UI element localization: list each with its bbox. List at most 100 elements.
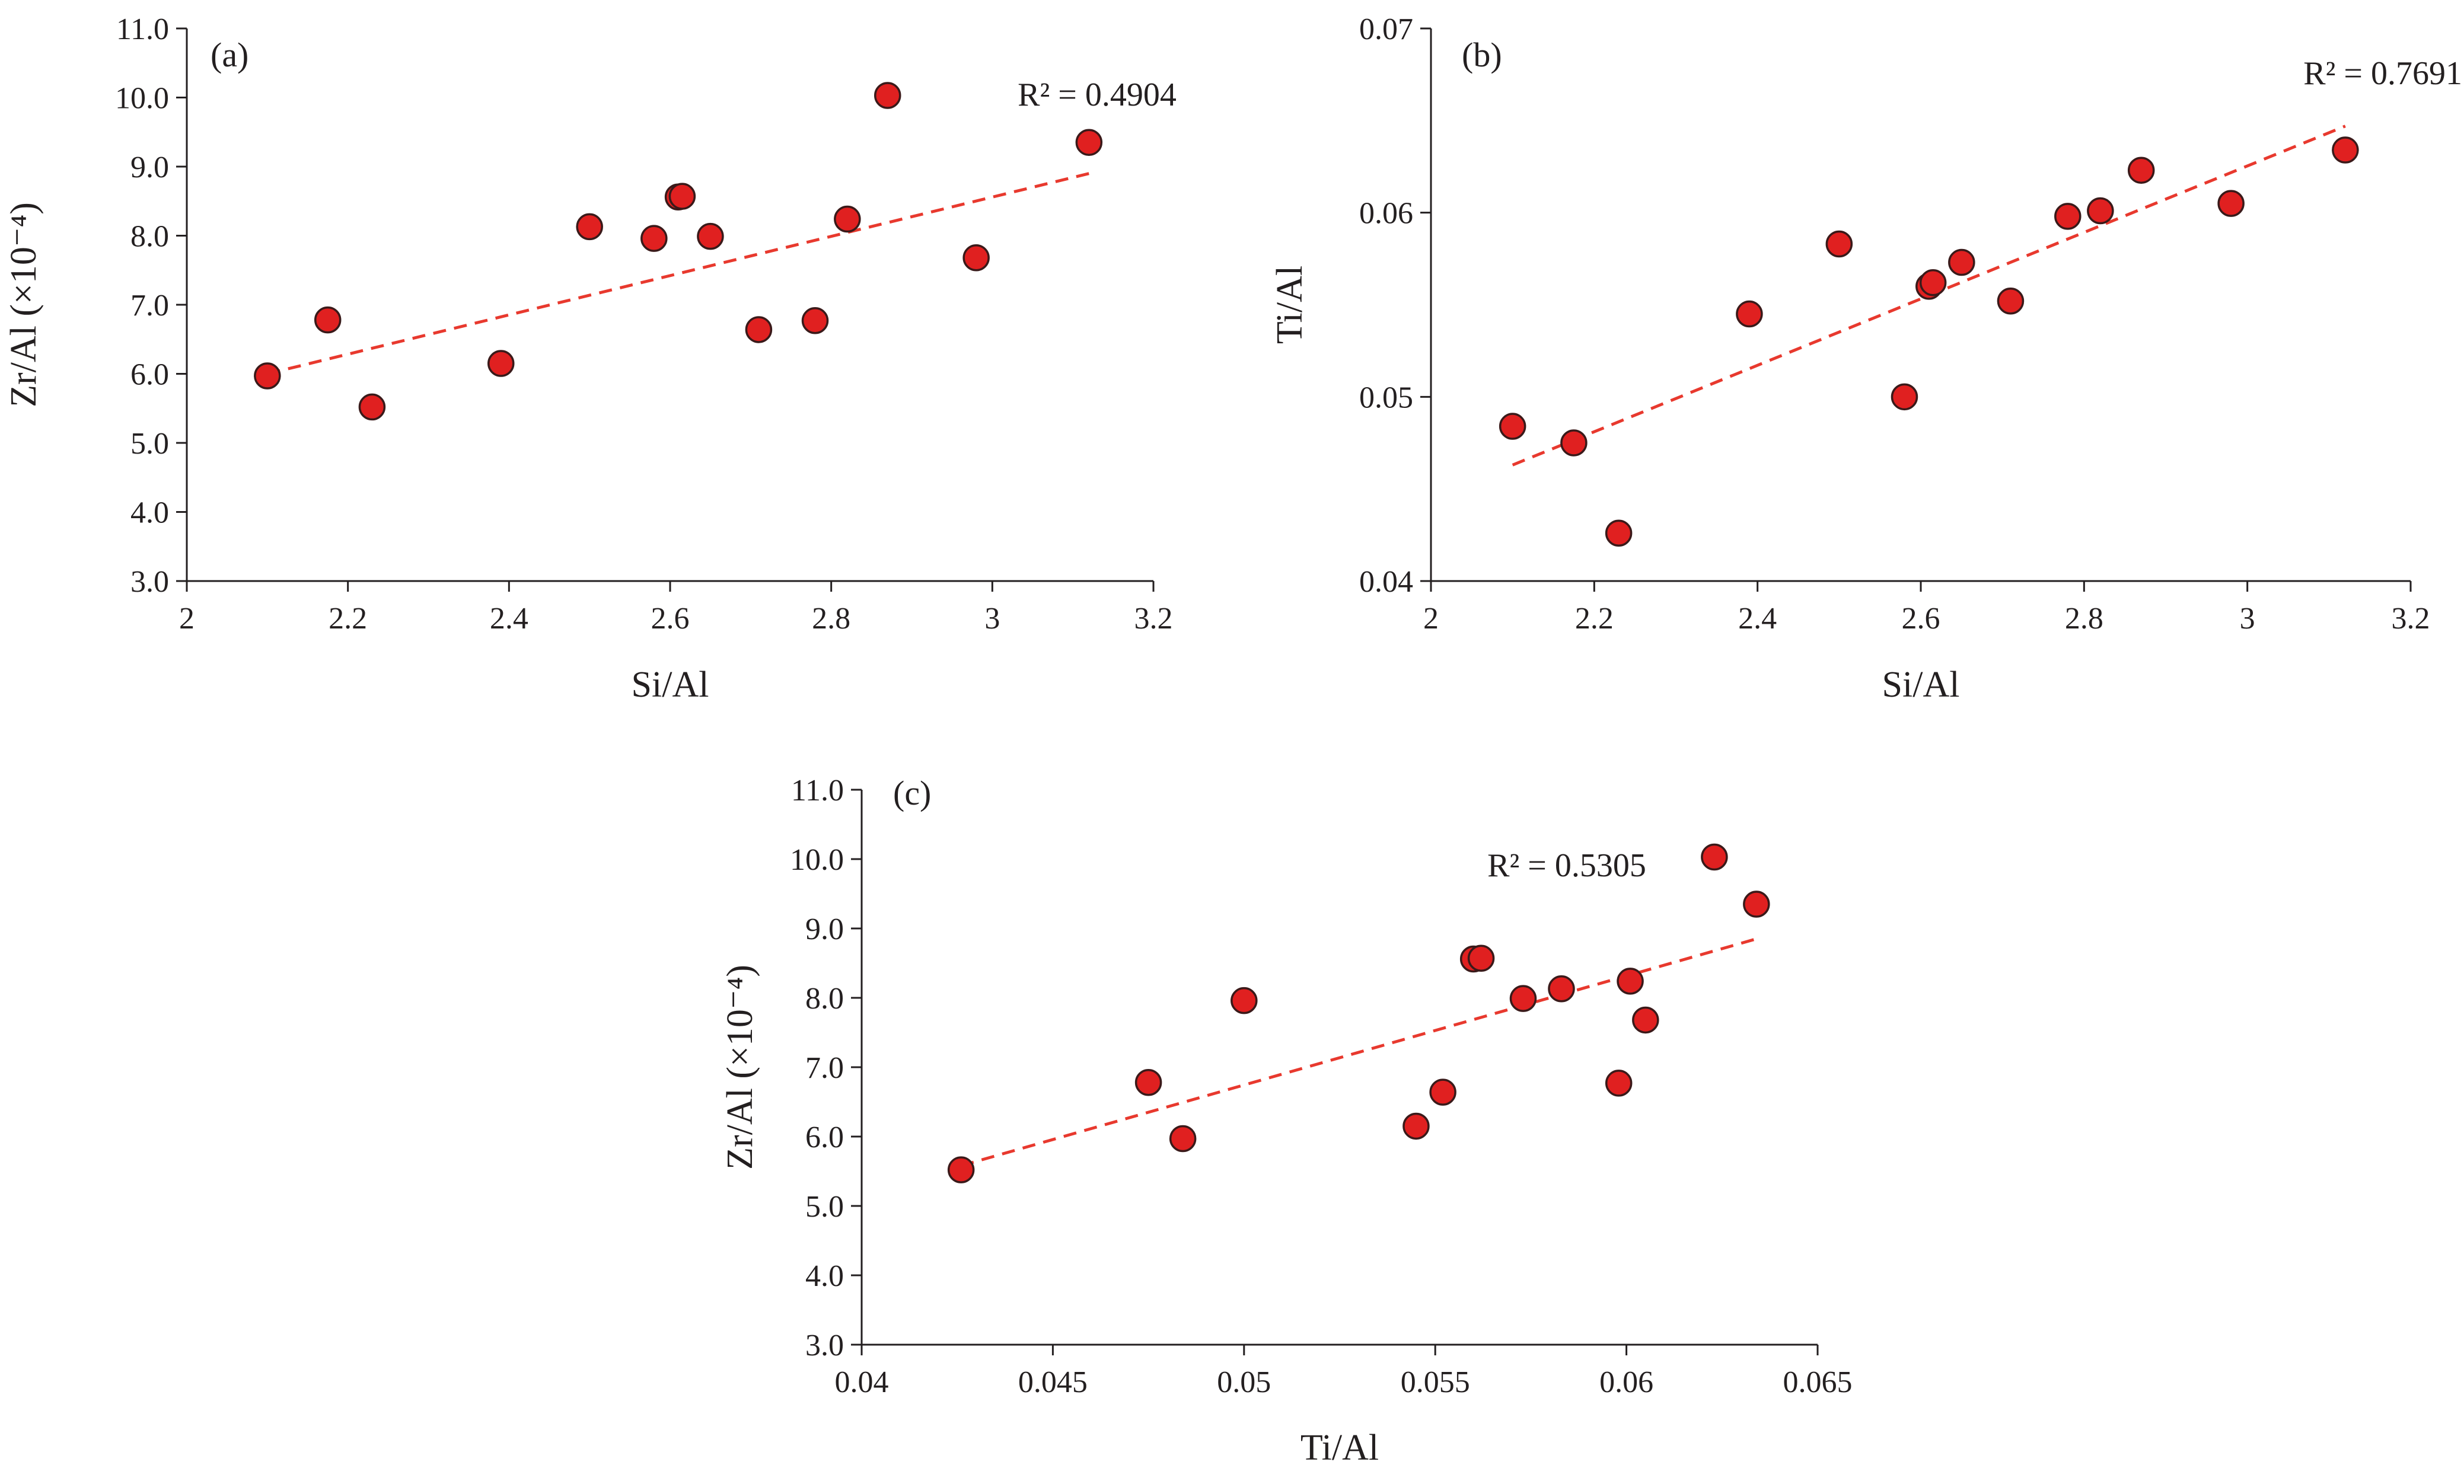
- r-squared-label: R² = 0.7691: [2303, 55, 2462, 92]
- data-point: [1891, 383, 1918, 411]
- x-tick-label: 2.6: [651, 602, 690, 636]
- data-point: [874, 82, 901, 109]
- y-axis-title: Zr/Al (×10⁻⁴): [4, 202, 44, 407]
- y-tick-label: 0.04: [1359, 565, 1413, 599]
- data-point: [2332, 136, 2359, 164]
- y-tick-label: 0.05: [1359, 381, 1413, 414]
- data-point: [697, 222, 724, 250]
- data-point: [1632, 1006, 1659, 1034]
- panel-b: 0.04 0.05 0.06 0.07 2 2.2 2.4 2.6 2.8 3 3.2 Si/Al Ti…: [1270, 12, 2462, 705]
- y-tick-label: 11.0: [116, 12, 169, 46]
- y-tick-label: 10.0: [115, 82, 169, 116]
- y-tick-label: 8.0: [130, 220, 169, 254]
- trendline: [267, 172, 1089, 375]
- data-point: [1402, 1112, 1430, 1140]
- y-tick-label: 3.0: [805, 1329, 844, 1362]
- x-tick-label: 2: [1423, 602, 1439, 636]
- y-tick-label: 4.0: [805, 1259, 844, 1293]
- x-tick-label: 2.2: [329, 602, 367, 636]
- r-squared-label: R² = 0.4904: [1018, 76, 1177, 113]
- panel-label: (b): [1462, 36, 1502, 74]
- data-point: [314, 306, 342, 334]
- data-point: [668, 183, 696, 210]
- data-point: [1825, 230, 1853, 258]
- data-point: [1743, 891, 1770, 918]
- y-tick-label: 5.0: [130, 427, 169, 461]
- data-point: [962, 244, 990, 272]
- data-point: [801, 307, 829, 334]
- y-tick-label: 4.0: [130, 496, 169, 530]
- data-point: [1605, 519, 1633, 547]
- x-tick-label: 0.065: [1783, 1365, 1853, 1399]
- panel-c: 3.0 4.0 5.0 6.0 7.0 8.0 9.0 10.0 11.0 0.04 0.045 0.…: [720, 774, 1853, 1468]
- x-tick-label: 0.05: [1217, 1365, 1271, 1399]
- y-axis-title: Ti/Al: [1270, 266, 1310, 344]
- x-axis-title: Si/Al: [632, 665, 709, 705]
- y-tick-label: 6.0: [130, 358, 169, 392]
- y-tick-label: 3.0: [130, 565, 169, 599]
- panel-label: (a): [211, 36, 248, 74]
- data-point: [2054, 203, 2082, 230]
- data-point: [358, 393, 386, 421]
- data-point: [834, 205, 861, 233]
- data-point: [1605, 1070, 1633, 1097]
- y-tick-label: 11.0: [791, 774, 844, 808]
- x-tick-label: 2.4: [1738, 602, 1777, 636]
- data-point: [1169, 1125, 1197, 1153]
- x-tick-label: 0.055: [1401, 1365, 1470, 1399]
- data-point: [1548, 975, 1575, 1003]
- y-tick-label: 10.0: [790, 843, 844, 877]
- data-point: [1467, 944, 1495, 972]
- data-point: [1919, 269, 1947, 296]
- x-tick-label: 2.4: [490, 602, 528, 636]
- x-tick-label: 3.2: [1134, 602, 1173, 636]
- data-point: [576, 213, 603, 241]
- data-point: [1134, 1068, 1162, 1096]
- data-point: [1231, 987, 1258, 1014]
- data-point: [2127, 157, 2155, 184]
- data-point: [1736, 300, 1763, 328]
- y-tick-label: 7.0: [805, 1051, 844, 1085]
- y-tick-label: 6.0: [805, 1121, 844, 1154]
- y-axis-title: Zr/Al (×10⁻⁴): [720, 965, 760, 1170]
- data-point: [1948, 248, 1975, 276]
- x-axis-title: Si/Al: [1882, 665, 1960, 705]
- data-point: [1701, 843, 1728, 871]
- data-point: [1560, 429, 1588, 457]
- y-tick-label: 7.0: [130, 289, 169, 323]
- data-point: [2087, 197, 2114, 225]
- x-tick-label: 2.6: [1902, 602, 1940, 636]
- data-point: [745, 316, 773, 343]
- data-point: [1509, 985, 1537, 1012]
- y-tick-label: 5.0: [805, 1190, 844, 1224]
- x-tick-label: 0.04: [835, 1365, 889, 1399]
- x-tick-label: 2.8: [2065, 602, 2103, 636]
- x-tick-label: 2.8: [812, 602, 850, 636]
- x-axis-title: Ti/Al: [1300, 1428, 1379, 1468]
- y-tick-label: 9.0: [805, 912, 844, 946]
- x-tick-label: 0.045: [1018, 1365, 1088, 1399]
- y-tick-label: 8.0: [805, 982, 844, 1016]
- y-tick-label: 0.07: [1359, 12, 1413, 46]
- data-point: [1499, 413, 1526, 440]
- x-tick-label: 3: [2240, 602, 2255, 636]
- data-point: [2217, 190, 2245, 217]
- x-tick-label: 0.06: [1599, 1365, 1653, 1399]
- y-tick-label: 9.0: [130, 151, 169, 184]
- data-point: [640, 225, 668, 252]
- x-tick-label: 3: [984, 602, 1000, 636]
- x-tick-label: 2.2: [1575, 602, 1614, 636]
- data-point: [1997, 288, 2025, 315]
- data-point: [254, 362, 281, 390]
- data-point: [1617, 968, 1644, 995]
- data-point: [1075, 129, 1103, 156]
- y-tick-label: 0.06: [1359, 197, 1413, 231]
- data-point: [487, 350, 515, 377]
- data-point: [947, 1156, 975, 1183]
- panel-a: 3.0 4.0 5.0 6.0 7.0 8.0 9.0 10.0 11.0 2 2.2 2.4 2.6 2…: [4, 12, 1177, 705]
- panel-label: (c): [893, 774, 931, 812]
- x-tick-label: 3.2: [2392, 602, 2430, 636]
- r-squared-label: R² = 0.5305: [1487, 847, 1646, 884]
- x-tick-label: 2: [179, 602, 195, 636]
